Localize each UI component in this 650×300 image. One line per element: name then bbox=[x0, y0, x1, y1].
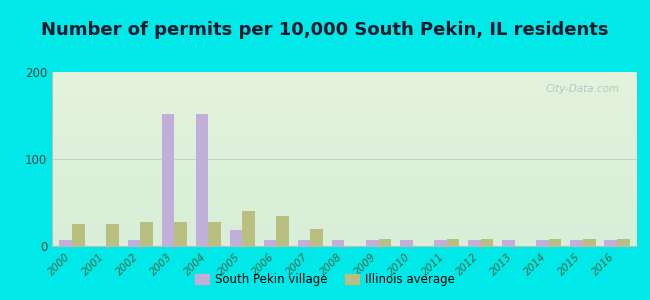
Bar bbox=[127, 240, 140, 246]
Bar bbox=[365, 240, 378, 246]
Legend: South Pekin village, Illinois average: South Pekin village, Illinois average bbox=[190, 269, 460, 291]
Bar bbox=[242, 211, 255, 246]
Bar bbox=[378, 239, 391, 246]
Bar bbox=[209, 222, 222, 246]
Bar bbox=[263, 240, 276, 246]
Bar bbox=[298, 240, 311, 246]
Text: City-Data.com: City-Data.com bbox=[545, 84, 619, 94]
Bar bbox=[276, 215, 289, 246]
Bar bbox=[502, 240, 515, 246]
Bar bbox=[174, 222, 187, 246]
Text: Number of permits per 10,000 South Pekin, IL residents: Number of permits per 10,000 South Pekin… bbox=[41, 21, 609, 39]
Bar bbox=[480, 239, 493, 246]
Bar bbox=[447, 239, 460, 246]
Bar bbox=[467, 240, 480, 246]
Bar bbox=[196, 114, 209, 246]
Bar bbox=[536, 240, 549, 246]
Bar bbox=[140, 222, 153, 246]
Bar bbox=[107, 224, 120, 246]
Bar bbox=[569, 240, 582, 246]
Bar bbox=[549, 239, 562, 246]
Bar bbox=[434, 240, 447, 246]
Bar bbox=[400, 240, 413, 246]
Bar bbox=[617, 239, 629, 246]
Bar bbox=[72, 224, 85, 246]
Bar bbox=[604, 240, 617, 246]
Bar bbox=[311, 229, 324, 246]
Bar bbox=[229, 230, 242, 246]
Bar bbox=[161, 114, 174, 246]
Bar bbox=[60, 240, 72, 246]
Bar bbox=[332, 240, 344, 246]
Bar bbox=[582, 239, 595, 246]
